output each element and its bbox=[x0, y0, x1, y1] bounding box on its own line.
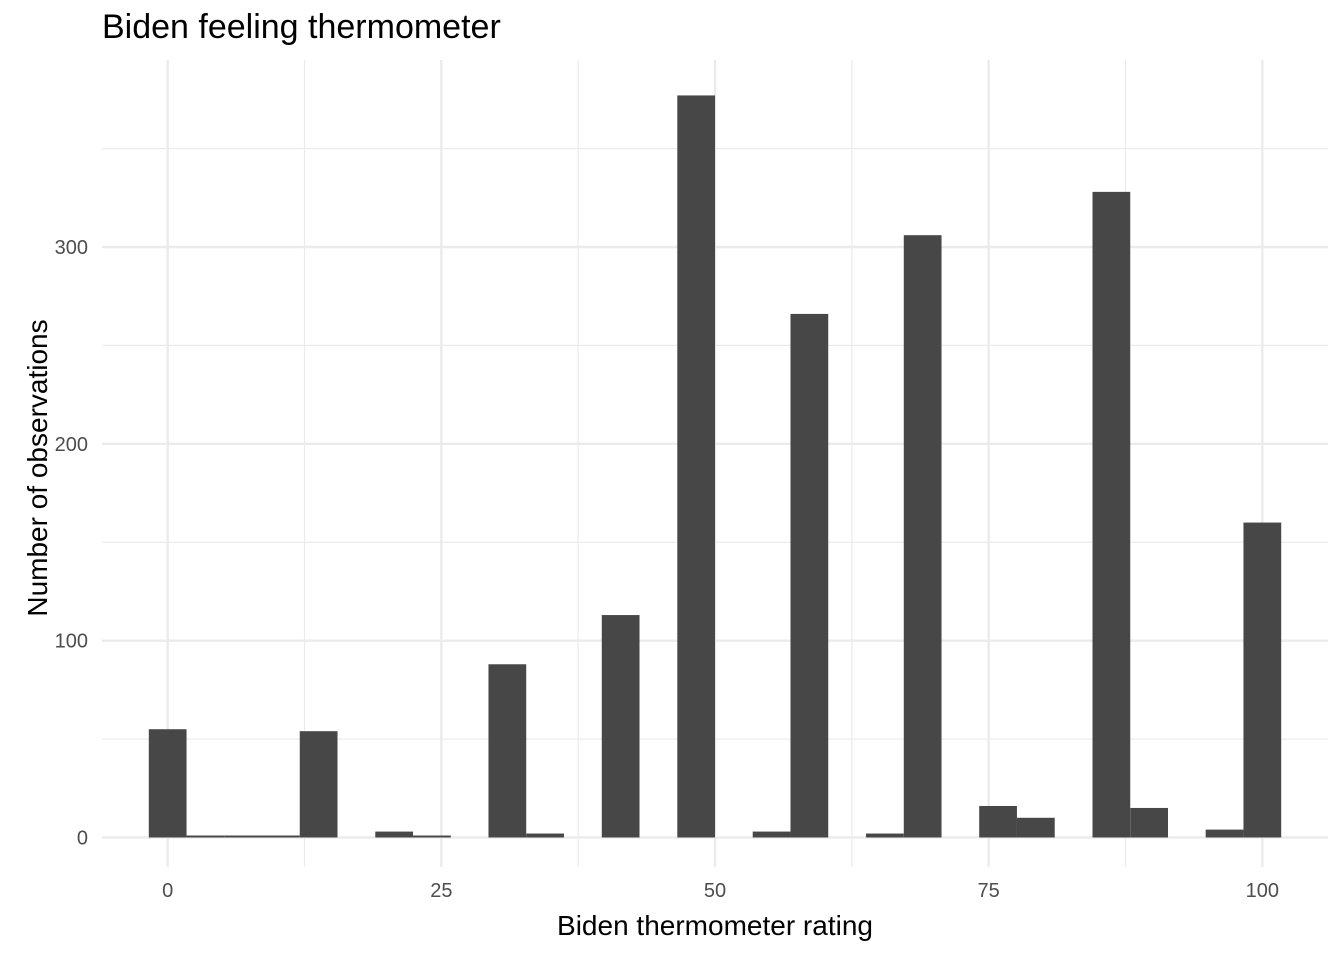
y-tick-label: 100 bbox=[55, 631, 88, 653]
x-tick-label: 100 bbox=[1246, 880, 1279, 902]
histogram-bar bbox=[1243, 522, 1282, 838]
histogram-bar bbox=[1092, 191, 1131, 838]
histogram-bar bbox=[677, 95, 716, 838]
histogram-bar bbox=[1016, 817, 1055, 838]
histogram-bar bbox=[526, 833, 564, 838]
histogram-bar bbox=[1205, 829, 1244, 838]
x-axis-label: Biden thermometer rating bbox=[557, 910, 873, 941]
histogram-bar bbox=[413, 835, 451, 838]
histogram-bar bbox=[790, 313, 829, 838]
histogram-bar bbox=[752, 831, 791, 838]
histogram-bar bbox=[903, 235, 942, 838]
y-axis-label: Number of observations bbox=[22, 319, 53, 617]
x-axis-ticks: 0 25 50 75 100 bbox=[162, 880, 1279, 902]
x-tick-label: 50 bbox=[704, 880, 726, 902]
histogram-bar bbox=[601, 615, 640, 838]
bars bbox=[148, 95, 1282, 838]
chart-title: Biden feeling thermometer bbox=[102, 8, 501, 46]
histogram-bar bbox=[224, 835, 263, 838]
histogram-bar bbox=[375, 831, 414, 838]
y-tick-label: 300 bbox=[55, 237, 88, 259]
histogram-bar bbox=[488, 664, 527, 838]
histogram-bar bbox=[299, 731, 338, 838]
x-tick-label: 25 bbox=[430, 880, 452, 902]
histogram-bar bbox=[148, 729, 187, 838]
histogram-bar bbox=[866, 833, 904, 838]
histogram-bar bbox=[186, 835, 225, 838]
y-axis-ticks: 0 100 200 300 bbox=[55, 237, 88, 849]
x-tick-label: 0 bbox=[162, 880, 173, 902]
y-tick-label: 0 bbox=[77, 827, 88, 849]
histogram-bar bbox=[261, 835, 300, 838]
x-tick-label: 75 bbox=[978, 880, 1000, 902]
histogram-bar bbox=[1130, 807, 1169, 838]
y-tick-label: 200 bbox=[55, 434, 88, 456]
histogram-bar bbox=[979, 805, 1017, 838]
